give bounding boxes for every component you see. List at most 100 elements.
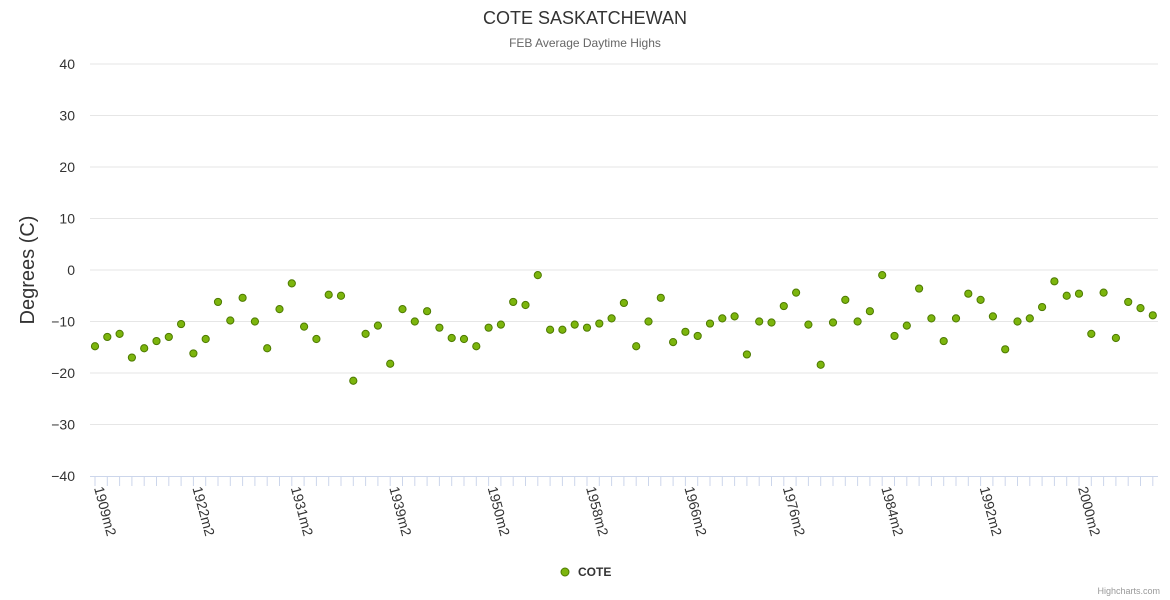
data-point[interactable] [853, 317, 862, 326]
data-point[interactable] [189, 349, 198, 358]
data-point[interactable] [447, 333, 456, 343]
legend-item-cote[interactable]: COTE [578, 565, 611, 579]
data-point[interactable] [656, 293, 665, 302]
x-tick-label: 1950m2 [485, 485, 514, 538]
data-point[interactable] [152, 336, 161, 346]
data-point[interactable] [644, 317, 653, 326]
data-point[interactable] [435, 323, 444, 332]
data-point[interactable] [681, 327, 690, 336]
data-point[interactable] [533, 271, 542, 280]
data-point[interactable] [693, 331, 702, 341]
data-point[interactable] [300, 322, 309, 331]
chart-title: COTE SASKATCHEWAN [483, 8, 687, 28]
data-point[interactable] [669, 338, 678, 347]
data-point[interactable] [275, 305, 284, 314]
data-point[interactable] [632, 342, 641, 351]
data-point[interactable] [816, 360, 825, 369]
data-point[interactable] [336, 291, 346, 300]
data-point[interactable] [140, 344, 149, 353]
data-point[interactable] [373, 321, 382, 330]
data-point[interactable] [582, 323, 592, 332]
data-point[interactable] [607, 314, 616, 323]
data-point[interactable] [90, 342, 100, 351]
data-point[interactable] [250, 317, 259, 326]
data-point[interactable] [1074, 289, 1084, 298]
data-point[interactable] [718, 314, 727, 323]
data-point[interactable] [423, 307, 432, 316]
data-point[interactable] [1062, 291, 1071, 300]
data-point[interactable] [976, 295, 985, 304]
data-point[interactable] [964, 289, 973, 298]
x-tick-label: 1958m2 [583, 485, 612, 538]
data-point[interactable] [927, 314, 936, 323]
data-point[interactable] [915, 284, 924, 293]
legend-marker-icon[interactable] [560, 567, 570, 577]
data-point[interactable] [767, 318, 776, 327]
data-point[interactable] [742, 350, 752, 359]
data-point[interactable] [988, 312, 998, 321]
legend[interactable]: COTE [560, 565, 611, 579]
data-point[interactable] [496, 320, 505, 329]
data-point[interactable] [226, 316, 235, 325]
data-point[interactable] [755, 317, 764, 326]
data-point[interactable] [1099, 288, 1108, 297]
data-point[interactable] [521, 300, 530, 310]
data-point[interactable] [619, 298, 629, 308]
data-point[interactable] [164, 332, 173, 342]
data-point[interactable] [558, 325, 567, 334]
data-point[interactable] [951, 314, 961, 323]
data-point[interactable] [472, 342, 481, 351]
data-point[interactable] [127, 353, 136, 362]
data-point[interactable] [410, 317, 419, 326]
data-point[interactable] [1050, 277, 1059, 286]
data-point[interactable] [1025, 314, 1034, 323]
data-point[interactable] [1136, 304, 1145, 313]
data-point[interactable] [1038, 302, 1047, 312]
data-point[interactable] [1001, 345, 1010, 354]
data-point[interactable] [878, 271, 887, 280]
credits-link[interactable]: Highcharts.com [1097, 586, 1160, 596]
data-point[interactable] [177, 319, 186, 329]
data-point[interactable] [1111, 333, 1121, 343]
data-point[interactable] [804, 320, 813, 329]
y-axis-label: Degrees (C) [17, 216, 39, 325]
data-point[interactable] [213, 297, 223, 307]
data-point[interactable] [1124, 297, 1133, 307]
data-point[interactable] [902, 321, 911, 330]
data-point[interactable] [792, 288, 801, 297]
data-point[interactable] [386, 359, 395, 368]
x-tick-label: 1909m2 [91, 485, 120, 538]
data-point[interactable] [595, 319, 604, 328]
data-point[interactable] [287, 279, 296, 288]
data-point[interactable] [312, 334, 321, 344]
data-point[interactable] [1013, 317, 1022, 326]
data-point[interactable] [1087, 329, 1096, 338]
data-point[interactable] [828, 318, 838, 327]
data-point[interactable] [263, 344, 272, 353]
data-point[interactable] [841, 295, 850, 304]
data-point[interactable] [324, 290, 333, 299]
data-point[interactable] [705, 319, 715, 328]
series-cote-points[interactable] [90, 271, 1157, 385]
data-point[interactable] [238, 293, 247, 302]
data-point[interactable] [546, 325, 555, 334]
x-tick-label: 1966m2 [682, 485, 711, 538]
x-tick-label: 1931m2 [288, 485, 317, 538]
data-point[interactable] [890, 331, 899, 341]
data-point[interactable] [1148, 311, 1157, 320]
data-point[interactable] [509, 297, 518, 307]
data-point[interactable] [570, 320, 579, 329]
data-point[interactable] [484, 323, 493, 332]
data-point[interactable] [361, 329, 370, 338]
data-point[interactable] [115, 329, 124, 338]
data-point[interactable] [459, 334, 469, 344]
data-point[interactable] [939, 336, 948, 346]
data-point[interactable] [730, 312, 739, 321]
data-point[interactable] [103, 332, 112, 342]
x-axis-ticks: 1909m2 1922m2 1931m2 1939m2 1950m2 1958m2 1966… [91, 485, 1104, 538]
data-point[interactable] [779, 301, 788, 311]
data-point[interactable] [398, 305, 407, 314]
data-point[interactable] [201, 334, 210, 344]
data-point[interactable] [865, 307, 875, 316]
data-point[interactable] [349, 376, 358, 385]
